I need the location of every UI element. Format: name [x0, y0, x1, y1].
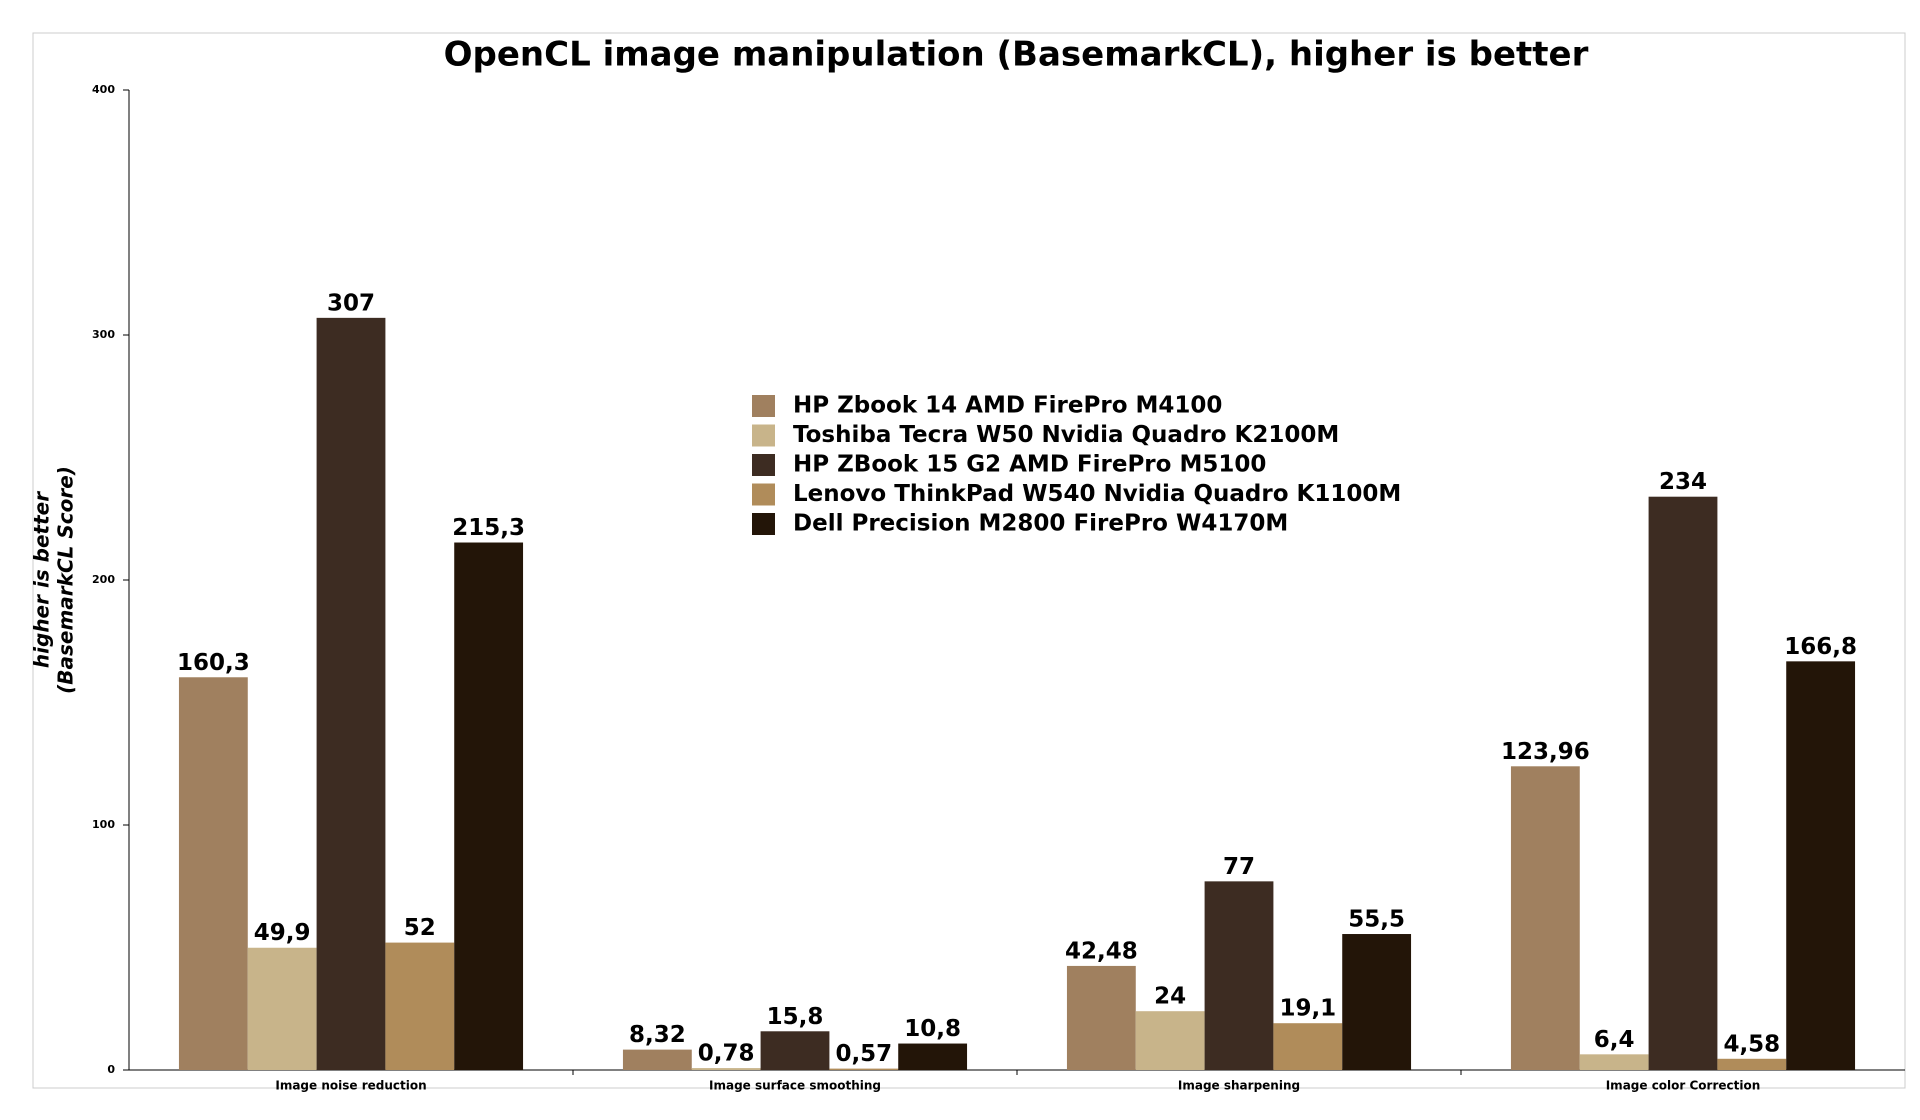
value-label: 166,8: [1784, 634, 1857, 660]
bar: [454, 542, 524, 1070]
bar: [1510, 766, 1580, 1070]
bar: [385, 942, 455, 1070]
frame: [32, 32, 1906, 1089]
value-label: 24: [1154, 984, 1186, 1010]
y-tick-label: 0: [107, 1063, 115, 1076]
value-label: 4,58: [1723, 1031, 1780, 1057]
bar: [760, 1031, 830, 1070]
value-label: 8,32: [629, 1022, 686, 1048]
value-label: 215,3: [452, 515, 525, 541]
bar: [1579, 1054, 1649, 1070]
value-label: 307: [327, 290, 375, 316]
bar: [691, 1068, 761, 1070]
legend-label: HP Zbook 14 AMD FirePro M4100: [793, 393, 1222, 419]
legend-label: HP ZBook 15 G2 AMD FirePro M5100: [793, 452, 1266, 478]
value-label: 10,8: [904, 1016, 961, 1042]
chart-title: OpenCL image manipulation (BasemarkCL), …: [444, 35, 1589, 75]
y-tick-label: 400: [92, 83, 115, 96]
bar: [1135, 1011, 1205, 1070]
y-label-line: higher is better: [30, 491, 54, 668]
value-label: 0,78: [698, 1041, 755, 1067]
y-tick-label: 300: [92, 328, 115, 341]
y-label-line: (BasemarkCL Score): [54, 466, 78, 694]
bar: [1342, 934, 1412, 1070]
legend-label: Dell Precision M2800 FirePro W4170M: [793, 511, 1288, 537]
legend-swatch: [752, 483, 775, 506]
value-label: 19,1: [1279, 996, 1336, 1022]
value-label: 77: [1223, 854, 1255, 880]
x-tick-label: Image surface smoothing: [709, 1079, 881, 1093]
legend-swatch: [752, 395, 775, 417]
x-tick-label: Image color Correction: [1606, 1079, 1761, 1093]
x-tick-label: Image noise reduction: [275, 1079, 426, 1093]
bar: [622, 1049, 692, 1070]
value-label: 6,4: [1594, 1027, 1635, 1053]
bar: [1717, 1058, 1787, 1070]
bar: [1786, 661, 1856, 1070]
x-tick-label: Image sharpening: [1178, 1079, 1300, 1093]
legend-label: Lenovo ThinkPad W540 Nvidia Quadro K1100…: [793, 481, 1401, 507]
bar: [898, 1043, 968, 1070]
y-tick-label: 200: [92, 573, 115, 586]
legend-swatch: [752, 513, 775, 535]
legend-label: Toshiba Tecra W50 Nvidia Quadro K2100M: [793, 422, 1339, 448]
value-label: 49,9: [254, 920, 311, 946]
value-label: 160,3: [177, 650, 250, 676]
bar: [1066, 965, 1136, 1070]
bar: [1204, 881, 1274, 1070]
value-label: 123,96: [1501, 739, 1590, 765]
value-label: 15,8: [767, 1004, 824, 1030]
value-label: 42,48: [1065, 938, 1138, 964]
y-tick-label: 100: [92, 818, 115, 831]
bar: [247, 947, 317, 1070]
value-label: 52: [404, 915, 436, 941]
bar: [316, 317, 386, 1071]
bar: [1648, 496, 1718, 1070]
bar: [1273, 1023, 1343, 1070]
bar: [829, 1068, 899, 1070]
bar: [178, 677, 248, 1070]
value-label: 55,5: [1348, 907, 1405, 933]
value-label: 0,57: [835, 1041, 892, 1067]
value-label: 234: [1659, 469, 1707, 495]
legend-swatch: [752, 424, 775, 447]
legend-swatch: [752, 454, 775, 476]
y-axis-label: higher is better (BasemarkCL Score): [30, 466, 78, 694]
